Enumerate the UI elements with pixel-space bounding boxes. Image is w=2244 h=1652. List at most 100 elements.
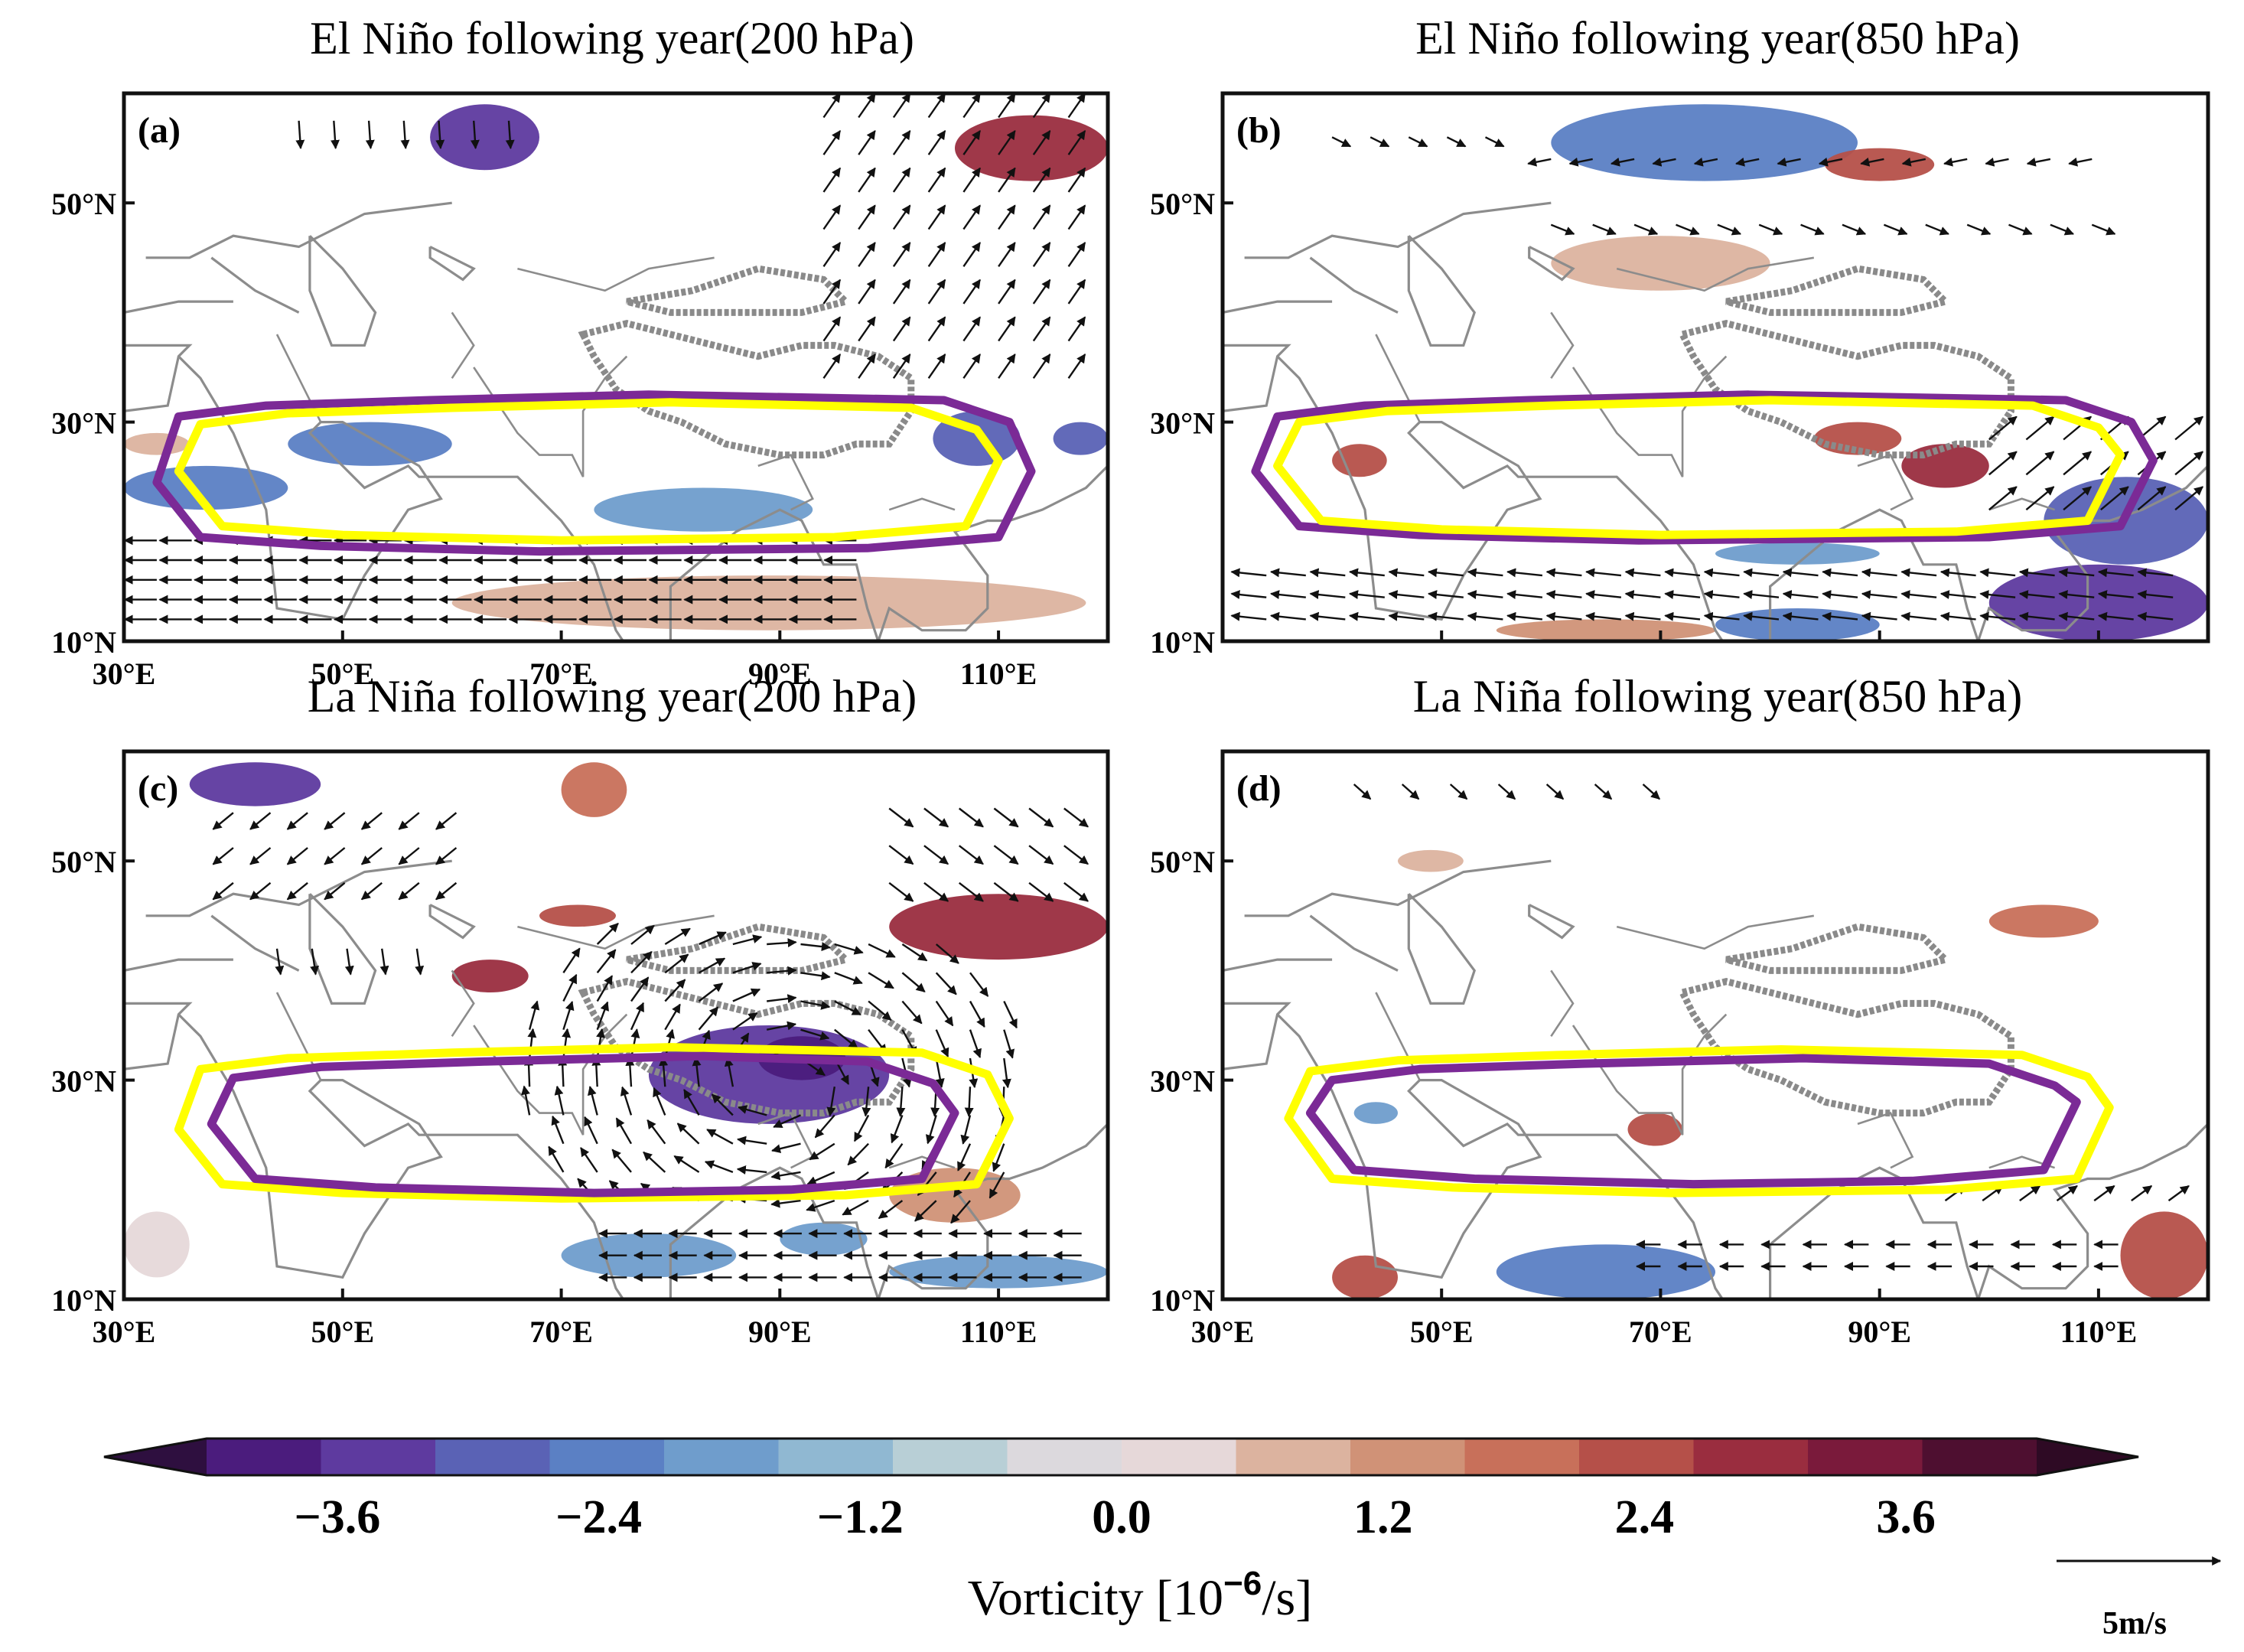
vorticity-patch bbox=[539, 904, 616, 927]
wind-vector bbox=[822, 130, 842, 155]
panel-c: (c) 50°N 30°N 10°N30°E 50°E 70°E 90°E 110°E bbox=[51, 749, 1110, 1349]
wind-vector bbox=[892, 279, 911, 305]
colorbar-segment bbox=[207, 1439, 322, 1475]
wind-vector bbox=[1861, 590, 1897, 599]
colorbar-label: Vorticity [10−6/s] bbox=[968, 1565, 1312, 1626]
lon-tick-label: 30°E bbox=[1191, 1315, 1255, 1349]
lon-tick-label: 30°E bbox=[93, 657, 156, 691]
wind-vector bbox=[950, 1200, 971, 1224]
vorticity-patch bbox=[1496, 1244, 1715, 1299]
wind-vector bbox=[596, 1001, 609, 1031]
wind-vector bbox=[923, 845, 949, 865]
wind-vector bbox=[901, 972, 926, 993]
wind-vector bbox=[1067, 242, 1086, 267]
wind-vector bbox=[957, 1143, 972, 1171]
vorticity-patch bbox=[430, 104, 539, 171]
wind-vector bbox=[2137, 486, 2167, 511]
wind-vector bbox=[732, 1012, 758, 1031]
vorticity-patch bbox=[1988, 564, 2208, 641]
wind-vector bbox=[596, 923, 619, 945]
wind-vector bbox=[1401, 784, 1420, 800]
lon-tick-label: 50°E bbox=[311, 1315, 374, 1349]
wind-vector bbox=[993, 807, 1019, 828]
wind-vector bbox=[1693, 157, 1718, 167]
wind-vector bbox=[2063, 451, 2093, 476]
wind-vector bbox=[587, 1086, 598, 1116]
wind-vector bbox=[834, 1000, 861, 1016]
colorbar-tick-label: 3.6 bbox=[1876, 1491, 1936, 1543]
colorbar-segment bbox=[1007, 1439, 1122, 1475]
wind-vector bbox=[596, 1028, 606, 1059]
wind-vector bbox=[310, 948, 320, 976]
wind-vector bbox=[1900, 611, 1937, 621]
wind-vector bbox=[2174, 451, 2204, 476]
coastline bbox=[308, 235, 377, 347]
vorticity-patch bbox=[561, 762, 627, 817]
wind-vector bbox=[212, 881, 234, 901]
wind-vector bbox=[1063, 881, 1089, 902]
coastline bbox=[1244, 201, 1552, 259]
wind-vector bbox=[2131, 1184, 2153, 1202]
wind-vector bbox=[2068, 157, 2093, 167]
plateau-terrain bbox=[1725, 923, 1953, 974]
wind-vector bbox=[1777, 157, 1801, 167]
coastline bbox=[1223, 958, 1333, 972]
wind-vector bbox=[834, 1028, 858, 1049]
wind-vector bbox=[1624, 590, 1661, 599]
coastline bbox=[210, 256, 300, 314]
wind-vector bbox=[969, 1029, 982, 1059]
vorticity-patch bbox=[1627, 1113, 1683, 1146]
wind-vector bbox=[732, 962, 762, 974]
vorticity-patch bbox=[1988, 904, 2099, 938]
wind-vector bbox=[1822, 590, 1858, 599]
wind-vector bbox=[738, 1105, 767, 1116]
wind-vector bbox=[998, 279, 1016, 305]
wind-vector bbox=[1664, 590, 1701, 599]
country-border bbox=[1988, 497, 2056, 511]
wind-vector bbox=[923, 807, 949, 828]
panel-frame bbox=[122, 749, 1110, 1302]
coastline bbox=[308, 893, 377, 1005]
coastline bbox=[1309, 256, 1399, 314]
wind-vector bbox=[1032, 354, 1051, 379]
wind-vector bbox=[800, 1000, 831, 1010]
wind-vector bbox=[704, 1160, 734, 1174]
wind-vector bbox=[800, 1028, 830, 1041]
wind-vector bbox=[1349, 568, 1385, 578]
wind-vector bbox=[249, 881, 272, 901]
wind-vector bbox=[892, 167, 911, 193]
wind-vector bbox=[1633, 223, 1659, 236]
wind-vector bbox=[653, 1087, 666, 1116]
panel-label: (a) bbox=[138, 110, 181, 151]
wind-vector bbox=[554, 1085, 565, 1116]
wind-vector bbox=[858, 242, 876, 267]
wind-vector bbox=[1568, 157, 1593, 167]
vorticity-patch bbox=[1715, 543, 1880, 565]
wind-vector bbox=[1861, 568, 1897, 578]
country-border bbox=[1857, 454, 1914, 511]
wind-vector bbox=[330, 120, 340, 149]
vorticity-patch bbox=[124, 432, 190, 455]
wind-vector bbox=[962, 279, 981, 305]
plateau-terrain bbox=[1725, 265, 1953, 316]
wind-vector bbox=[1063, 845, 1089, 865]
lat-tick-label: 30°N bbox=[1150, 1064, 1215, 1099]
wind-vector bbox=[998, 130, 1016, 155]
reference-vector-label: 5m/s bbox=[2102, 1606, 2167, 1641]
wind-vector bbox=[1676, 223, 1700, 236]
wind-vector bbox=[822, 354, 842, 379]
wind-vector bbox=[809, 1142, 835, 1161]
country-border bbox=[451, 969, 475, 1038]
wind-vector bbox=[683, 1089, 700, 1116]
wind-vector bbox=[1446, 136, 1467, 148]
panel-title-d: La Niña following year(850 hPa) bbox=[1413, 671, 2022, 722]
wind-vector bbox=[1032, 204, 1051, 230]
lat-tick-label: 50°N bbox=[1150, 187, 1215, 221]
country-border bbox=[473, 355, 628, 477]
colorbar-tick-label: 0.0 bbox=[1092, 1491, 1151, 1543]
colorbar-segment bbox=[1464, 1439, 1580, 1475]
colorbar-segment bbox=[778, 1439, 894, 1475]
wind-vector bbox=[767, 938, 797, 948]
wind-vector bbox=[664, 1003, 681, 1031]
vorticity-patch bbox=[780, 1222, 868, 1256]
